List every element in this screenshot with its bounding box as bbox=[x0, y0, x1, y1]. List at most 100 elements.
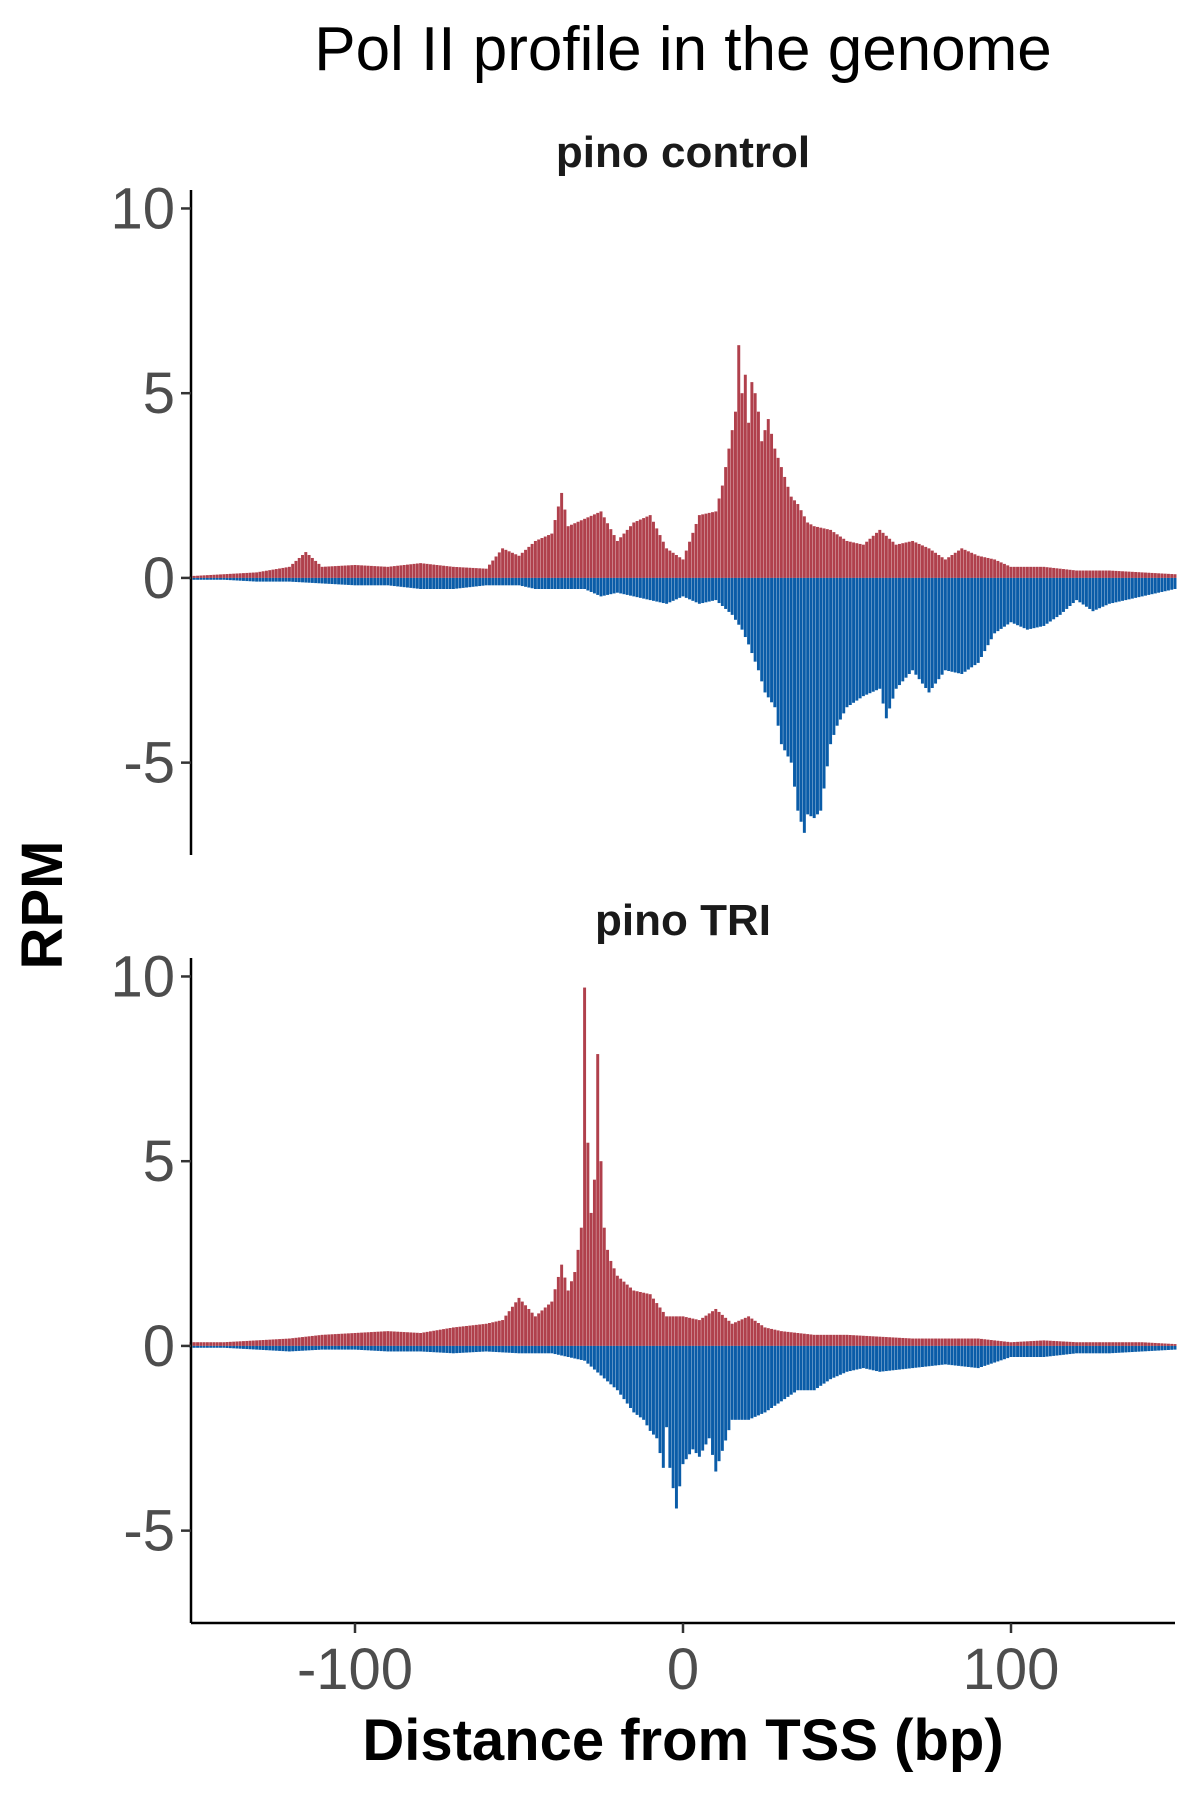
bar-plus-strand bbox=[838, 1334, 842, 1346]
bar-minus-strand bbox=[383, 577, 386, 586]
bar-minus-strand bbox=[346, 577, 350, 585]
bar-minus-strand bbox=[438, 577, 442, 589]
bar-minus-strand bbox=[825, 1345, 829, 1382]
bar-plus-strand bbox=[770, 1328, 774, 1346]
bar-plus-strand bbox=[570, 1281, 573, 1346]
bar-plus-strand bbox=[737, 345, 741, 578]
bar-plus-strand bbox=[1147, 572, 1151, 578]
bar-minus-strand bbox=[461, 577, 465, 588]
bar-plus-strand bbox=[527, 546, 531, 578]
bar-minus-strand bbox=[248, 577, 252, 582]
bar-minus-strand bbox=[668, 1345, 672, 1468]
bar-plus-strand bbox=[425, 1331, 429, 1346]
bar-plus-strand bbox=[1068, 1341, 1072, 1346]
bar-plus-strand bbox=[681, 559, 685, 578]
bar-minus-strand bbox=[225, 1345, 229, 1348]
bar-minus-strand bbox=[501, 1345, 505, 1353]
bar-minus-strand bbox=[1150, 577, 1154, 595]
bar-minus-strand bbox=[566, 577, 570, 589]
bar-minus-strand bbox=[1157, 1345, 1161, 1351]
bar-minus-strand bbox=[825, 577, 829, 767]
bar-plus-strand bbox=[678, 1316, 682, 1346]
bar-minus-strand bbox=[1048, 1345, 1052, 1357]
bar-plus-strand bbox=[242, 573, 245, 578]
bar-minus-strand bbox=[655, 577, 659, 602]
bar-plus-strand bbox=[996, 1340, 1000, 1346]
bar-plus-strand bbox=[501, 1320, 505, 1346]
bar-plus-strand bbox=[724, 467, 728, 578]
bar-minus-strand bbox=[409, 1345, 413, 1352]
bar-minus-strand bbox=[570, 1345, 573, 1358]
bar-minus-strand bbox=[1127, 1345, 1131, 1353]
bar-plus-strand bbox=[386, 566, 390, 578]
bar-minus-strand bbox=[333, 577, 337, 585]
bar-minus-strand bbox=[615, 577, 619, 593]
bar-plus-strand bbox=[1130, 571, 1134, 578]
bar-minus-strand bbox=[242, 577, 245, 581]
bar-plus-strand bbox=[488, 1323, 491, 1346]
y-tick-label: 0 bbox=[143, 546, 175, 611]
bar-plus-strand bbox=[819, 527, 823, 578]
bar-plus-strand bbox=[356, 1332, 360, 1346]
bar-plus-strand bbox=[537, 1313, 541, 1346]
bar-minus-strand bbox=[989, 577, 993, 640]
bar-minus-strand bbox=[986, 577, 990, 646]
chart-title: Pol II profile in the genome bbox=[314, 15, 1052, 84]
bar-plus-strand bbox=[875, 1336, 878, 1346]
bar-plus-strand bbox=[855, 543, 859, 578]
bar-plus-strand bbox=[635, 521, 639, 578]
bar-plus-strand bbox=[255, 572, 259, 578]
bar-minus-strand bbox=[458, 1345, 462, 1353]
bar-plus-strand bbox=[576, 1249, 580, 1346]
bar-minus-strand bbox=[573, 1345, 577, 1359]
bar-minus-strand bbox=[960, 1345, 964, 1367]
bar-minus-strand bbox=[501, 577, 505, 586]
bar-plus-strand bbox=[802, 1333, 806, 1346]
bar-minus-strand bbox=[642, 1345, 646, 1420]
bar-plus-strand bbox=[346, 565, 350, 578]
bar-minus-strand bbox=[688, 577, 692, 600]
bar-minus-strand bbox=[629, 577, 632, 596]
bar-minus-strand bbox=[553, 1345, 557, 1355]
bar-plus-strand bbox=[1022, 566, 1026, 578]
bar-plus-strand bbox=[1160, 1343, 1164, 1346]
bar-plus-strand bbox=[740, 393, 744, 578]
bar-plus-strand bbox=[524, 549, 528, 578]
bar-plus-strand bbox=[409, 564, 413, 578]
bar-minus-strand bbox=[363, 1345, 367, 1351]
bar-plus-strand bbox=[1016, 566, 1020, 578]
bar-minus-strand bbox=[583, 577, 587, 589]
bar-plus-strand bbox=[540, 538, 544, 578]
bar-plus-strand bbox=[661, 541, 665, 578]
bar-plus-strand bbox=[389, 566, 393, 578]
bar-minus-strand bbox=[281, 577, 285, 582]
bar-plus-strand bbox=[825, 529, 829, 578]
bar-plus-strand bbox=[770, 433, 774, 578]
bar-minus-strand bbox=[1111, 577, 1115, 604]
bar-minus-strand bbox=[1163, 577, 1167, 592]
bar-plus-strand bbox=[422, 1332, 426, 1346]
bar-minus-strand bbox=[1144, 577, 1147, 596]
bar-minus-strand bbox=[966, 577, 970, 670]
bar-minus-strand bbox=[694, 577, 698, 603]
bar-plus-strand bbox=[517, 1297, 521, 1346]
bar-plus-strand bbox=[504, 1315, 508, 1346]
bar-minus-strand bbox=[1058, 577, 1062, 615]
bar-minus-strand bbox=[1144, 1345, 1147, 1352]
bar-plus-strand bbox=[287, 566, 291, 578]
bar-minus-strand bbox=[425, 1345, 429, 1352]
bar-minus-strand bbox=[205, 577, 209, 580]
bar-minus-strand bbox=[324, 577, 327, 584]
bar-plus-strand bbox=[547, 1304, 550, 1346]
bar-plus-strand bbox=[481, 1324, 485, 1346]
bar-minus-strand bbox=[838, 577, 842, 720]
bar-minus-strand bbox=[245, 1345, 249, 1350]
bar-plus-strand bbox=[409, 1332, 413, 1346]
bar-minus-strand bbox=[858, 1345, 862, 1369]
bar-minus-strand bbox=[786, 577, 790, 757]
bar-plus-strand bbox=[1025, 1341, 1029, 1346]
bar-minus-strand bbox=[799, 1345, 803, 1391]
bar-minus-strand bbox=[301, 577, 304, 583]
bar-minus-strand bbox=[871, 577, 875, 692]
bar-plus-strand bbox=[209, 1342, 213, 1346]
